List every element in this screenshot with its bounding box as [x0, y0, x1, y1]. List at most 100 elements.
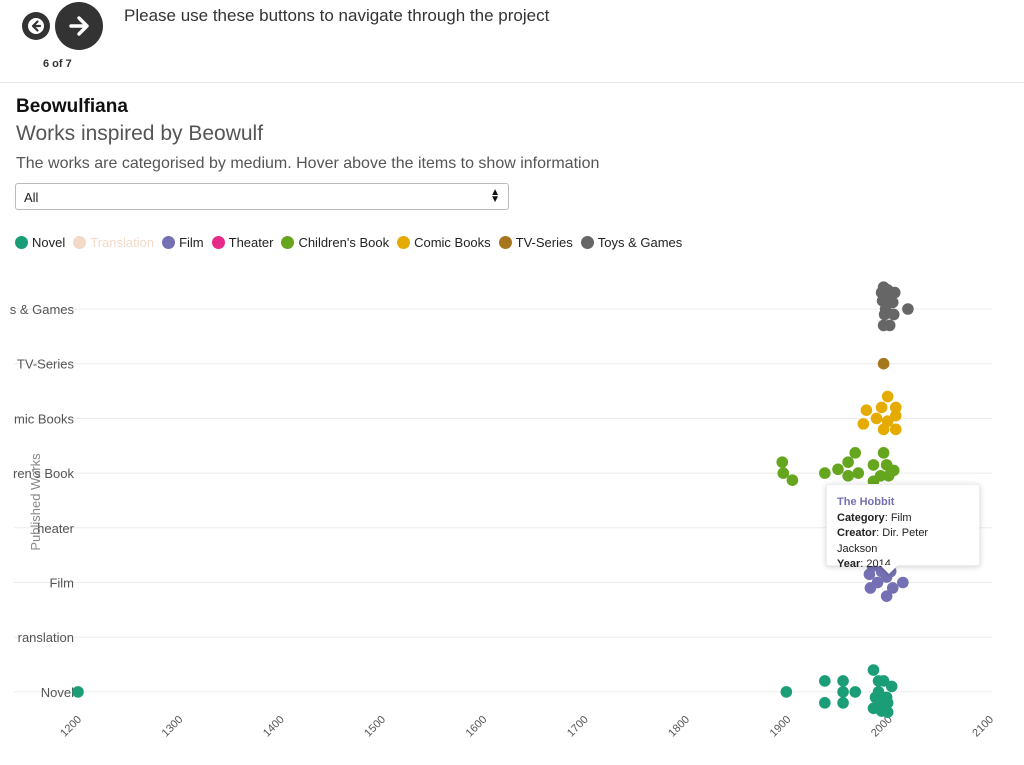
- legend-label: Comic Books: [414, 235, 491, 250]
- data-point-novel[interactable]: [877, 675, 890, 687]
- legend-item-children-s-book[interactable]: Children's Book: [281, 235, 389, 250]
- data-point-novel[interactable]: [780, 686, 793, 698]
- data-point-children-s-book[interactable]: [832, 463, 844, 476]
- tooltip-creator: Creator: Dir. Peter Jackson: [837, 527, 929, 555]
- y-tick-label: ranslation: [18, 630, 74, 645]
- data-point-tv-series[interactable]: [877, 357, 890, 370]
- page-counter: 6 of 7: [43, 58, 72, 70]
- data-point-toys-games[interactable]: [888, 286, 901, 299]
- data-point-children-s-book[interactable]: [877, 447, 890, 459]
- data-point-novel[interactable]: [837, 675, 849, 687]
- data-point-children-s-book[interactable]: [776, 456, 789, 468]
- legend-label: Translation: [90, 235, 155, 250]
- x-tick-label: 1300: [160, 714, 186, 740]
- legend-item-toys-games[interactable]: Toys & Games: [580, 235, 683, 250]
- data-point-comic-books[interactable]: [889, 401, 902, 414]
- y-tick-label: Film: [49, 576, 74, 591]
- data-point-film[interactable]: [863, 568, 876, 581]
- data-point-children-s-book[interactable]: [786, 474, 799, 487]
- data-point-novel[interactable]: [837, 686, 849, 698]
- data-point-children-s-book[interactable]: [882, 470, 895, 482]
- legend-swatch: [498, 236, 512, 249]
- data-point-comic-books[interactable]: [875, 401, 888, 414]
- x-tick-label: 2000: [869, 714, 895, 740]
- legend-label: TV-Series: [515, 235, 573, 250]
- data-point-film[interactable]: [880, 590, 893, 602]
- data-point-toys-games[interactable]: [883, 319, 896, 332]
- data-point-comic-books[interactable]: [870, 412, 883, 425]
- y-tick-label: mic Books: [14, 411, 74, 426]
- tooltip-title: The Hobbit: [837, 496, 895, 508]
- y-tick-label: ren's Book: [13, 466, 75, 481]
- tooltip-creator-label: Creator: [837, 527, 877, 539]
- tooltip-pointer: [880, 565, 898, 574]
- page-title: Beowulfiana: [16, 96, 128, 117]
- x-tick-label: 1200: [58, 714, 84, 740]
- data-point-film[interactable]: [864, 582, 877, 594]
- data-point-comic-books[interactable]: [877, 423, 890, 436]
- data-point-novel[interactable]: [819, 675, 831, 687]
- selected-value: All: [24, 190, 39, 205]
- legend-swatch: [73, 236, 87, 249]
- data-point-toys-games[interactable]: [902, 303, 914, 315]
- x-tick-label: 2100: [970, 714, 996, 740]
- data-point-children-s-book[interactable]: [842, 470, 854, 482]
- data-point-novel[interactable]: [881, 697, 894, 709]
- legend-item-translation[interactable]: Translation: [73, 235, 154, 250]
- y-axis-title: Published Works: [28, 453, 43, 551]
- data-point-novel[interactable]: [72, 686, 84, 698]
- data-point-comic-books[interactable]: [889, 423, 902, 436]
- data-point-children-s-book[interactable]: [849, 447, 862, 459]
- legend-label: Toys & Games: [597, 235, 683, 250]
- data-point-film[interactable]: [880, 571, 893, 583]
- tooltip-year: Year: 2014: [837, 558, 891, 570]
- next-button[interactable]: [55, 2, 103, 50]
- data-point-novel[interactable]: [885, 680, 898, 693]
- data-point-film[interactable]: [897, 576, 909, 589]
- x-tick-label: 1400: [261, 714, 287, 740]
- chart-legend: Novel Translation Film Theater Children's Bo…: [15, 235, 690, 250]
- y-tick-label: Novel: [41, 685, 74, 700]
- data-point-comic-books[interactable]: [860, 404, 873, 416]
- tooltip-category: Category: Film: [837, 511, 912, 524]
- data-point-film[interactable]: [886, 582, 899, 594]
- data-point-children-s-book[interactable]: [842, 456, 854, 468]
- tooltip: The Hobbit Category: Film Creator: Dir. …: [826, 484, 980, 570]
- previous-button[interactable]: [22, 12, 50, 40]
- legend-label: Novel: [32, 235, 66, 250]
- legend-label: Theater: [228, 235, 274, 250]
- arrow-left-icon: [28, 18, 44, 34]
- x-tick-label: 1900: [768, 714, 794, 740]
- legend-swatch: [15, 236, 28, 249]
- tooltip-category-value: Film: [890, 511, 912, 524]
- category-filter-select[interactable]: All ▲ ▼: [15, 183, 509, 210]
- data-point-children-s-book[interactable]: [852, 467, 865, 479]
- data-point-novel[interactable]: [867, 664, 880, 676]
- data-point-toys-games[interactable]: [880, 292, 893, 304]
- arrow-right-icon: [69, 16, 89, 36]
- legend-item-novel[interactable]: Novel: [15, 235, 65, 250]
- data-point-toys-games[interactable]: [878, 308, 891, 321]
- data-point-novel[interactable]: [849, 686, 862, 698]
- y-tick-label: heater: [37, 521, 75, 536]
- legend-item-comic-books[interactable]: Comic Books: [397, 235, 491, 250]
- data-point-novel[interactable]: [819, 697, 831, 709]
- data-point-comic-books[interactable]: [889, 409, 902, 422]
- data-point-children-s-book[interactable]: [819, 467, 831, 479]
- legend-swatch: [397, 236, 411, 249]
- legend-item-film[interactable]: Film: [162, 235, 204, 250]
- data-point-children-s-book[interactable]: [867, 459, 880, 471]
- x-tick-label: 1700: [565, 714, 591, 740]
- x-tick-label: 1800: [666, 714, 692, 740]
- legend-item-theater[interactable]: Theater: [211, 235, 274, 250]
- legend-item-tv-series[interactable]: TV-Series: [498, 235, 573, 250]
- y-tick-label: TV-Series: [17, 357, 75, 372]
- updown-arrows-icon: ▲ ▼: [490, 187, 500, 205]
- data-point-novel[interactable]: [881, 706, 894, 718]
- project-navigation: 6 of 7 Please use these buttons to navig…: [0, 0, 1024, 83]
- data-point-children-s-book[interactable]: [777, 467, 790, 479]
- data-point-toys-games[interactable]: [887, 308, 900, 321]
- data-point-comic-books[interactable]: [881, 390, 894, 403]
- data-point-comic-books[interactable]: [857, 418, 870, 430]
- data-point-novel[interactable]: [837, 697, 849, 709]
